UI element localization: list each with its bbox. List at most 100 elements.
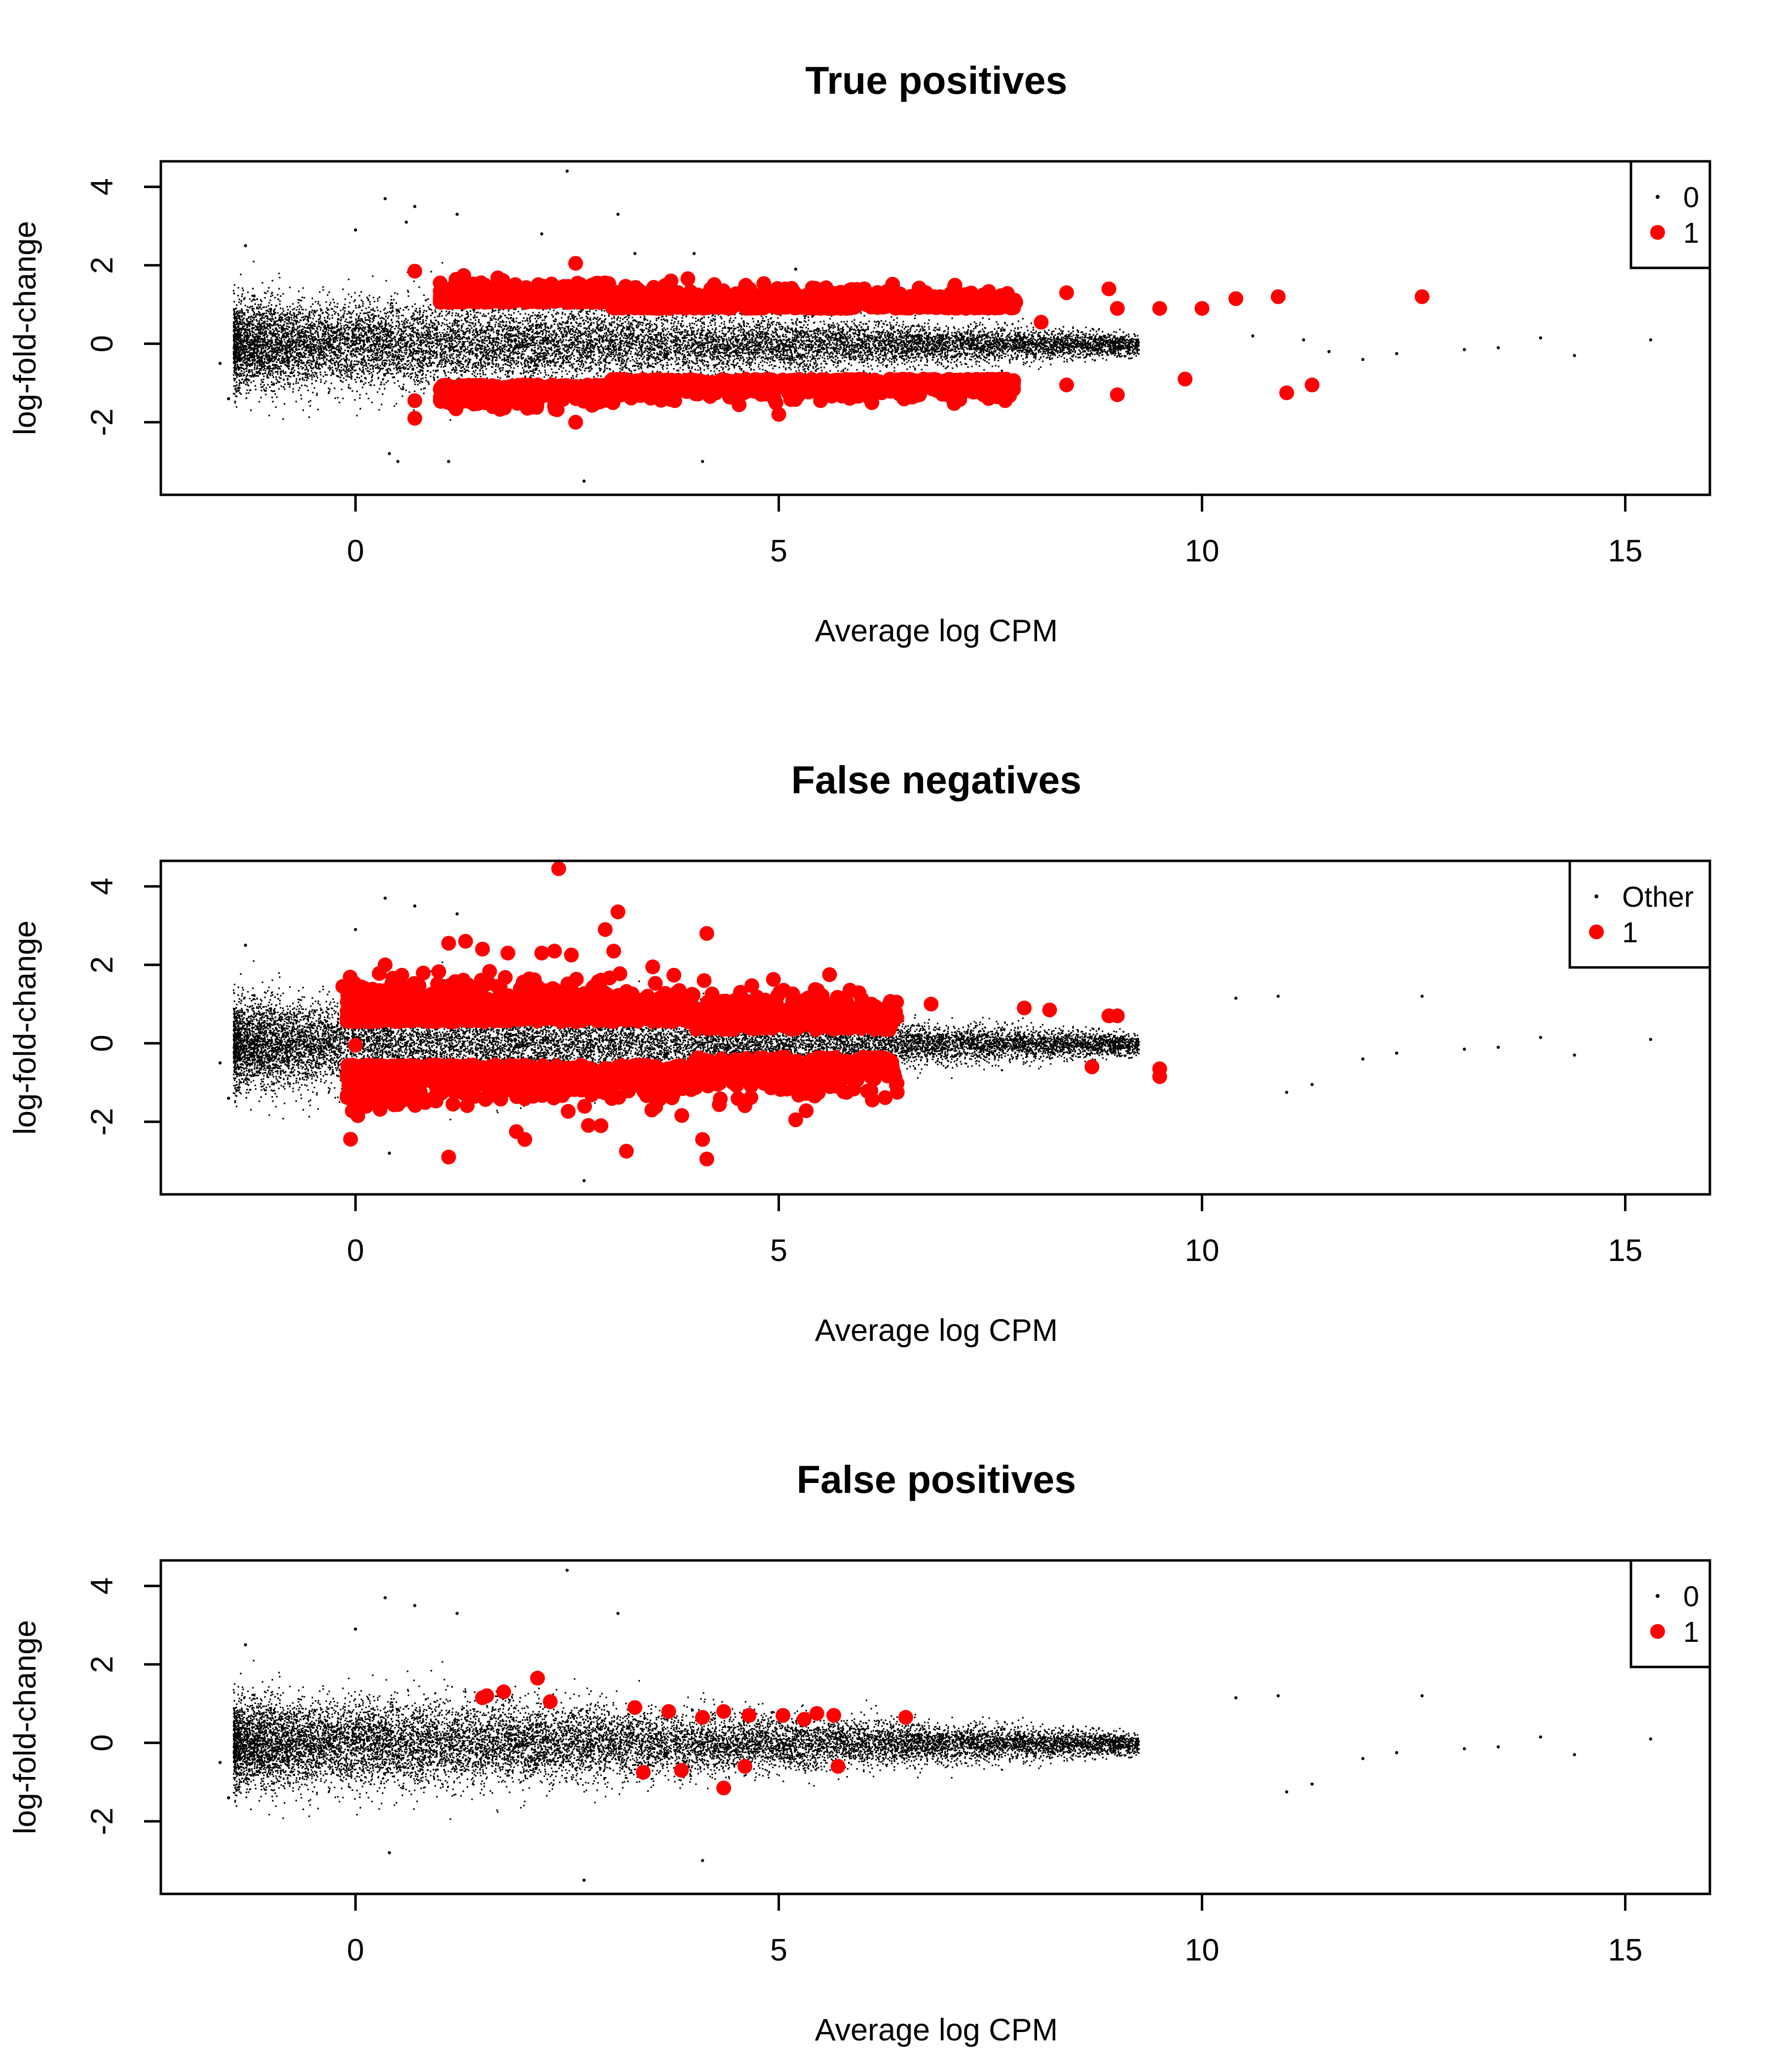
legend-label: 1 <box>1622 917 1638 949</box>
band-point <box>675 1081 690 1096</box>
highlight-point <box>433 275 448 291</box>
highlight-point <box>1110 1008 1125 1024</box>
band-point <box>912 387 927 403</box>
highlight-point <box>1059 377 1074 393</box>
band-point <box>513 1086 528 1102</box>
highlight-point <box>1152 301 1167 316</box>
highlight-point <box>1042 1002 1057 1018</box>
highlight-point <box>1110 387 1125 403</box>
highlight-point <box>1152 1069 1167 1084</box>
data-point <box>701 460 704 463</box>
data-point <box>383 1596 387 1599</box>
band-point <box>389 1012 405 1028</box>
highlight-point <box>568 256 583 271</box>
chart-title: False positives <box>797 1457 1076 1501</box>
highlight-point <box>741 1708 757 1723</box>
band-point <box>539 983 555 999</box>
band-point <box>674 1108 689 1123</box>
band-point <box>400 1003 415 1018</box>
band-point <box>839 994 854 1009</box>
data-point <box>1251 334 1255 338</box>
data-point <box>1539 1036 1542 1039</box>
band-point <box>732 1017 747 1032</box>
band-point <box>659 373 674 388</box>
data-point <box>413 904 416 908</box>
x-tick-label: 5 <box>770 1233 787 1268</box>
band-point <box>581 378 596 394</box>
data-point <box>227 397 230 401</box>
band-point <box>724 299 739 314</box>
band-point <box>581 1118 596 1133</box>
highlight-point <box>674 1763 689 1778</box>
band-point <box>365 982 380 997</box>
band-point <box>699 1007 714 1023</box>
data-point <box>1496 1745 1500 1748</box>
highlight-point <box>1110 301 1125 316</box>
background-point-cloud <box>232 1660 1140 1820</box>
band-point <box>957 291 972 306</box>
legend-box <box>1629 1559 1711 1668</box>
highlight-point <box>348 1037 363 1053</box>
band-point <box>620 1059 635 1074</box>
band-point <box>896 391 912 407</box>
band-point <box>516 998 531 1013</box>
band-point <box>443 291 458 306</box>
band-point <box>521 1076 537 1092</box>
band-point <box>833 287 848 302</box>
chart-title: False negatives <box>791 758 1081 802</box>
band-point <box>474 982 489 998</box>
highlight-point <box>606 943 621 959</box>
highlight-point <box>809 1706 824 1721</box>
band-point <box>933 296 948 311</box>
band-point <box>814 291 829 306</box>
band-point <box>952 392 967 407</box>
band-point <box>495 1011 510 1026</box>
band-point <box>858 1061 873 1076</box>
band-point <box>445 1097 461 1112</box>
band-point <box>942 371 957 387</box>
x-tick-label: 15 <box>1608 1233 1642 1268</box>
band-point <box>343 1132 358 1147</box>
background-points <box>232 260 1140 421</box>
band-point <box>385 970 401 986</box>
band-point <box>688 386 703 402</box>
band-point <box>367 1094 382 1109</box>
band-point <box>764 995 779 1010</box>
data-point <box>405 221 408 224</box>
series-1 <box>407 256 1430 430</box>
data-point <box>1420 1694 1424 1698</box>
band-point <box>744 978 759 993</box>
highlight-point <box>830 1759 846 1774</box>
data-point <box>1361 358 1365 361</box>
data-point <box>582 1179 586 1183</box>
band-point <box>622 1004 637 1020</box>
y-axis-label: log-fold-change <box>8 1620 42 1834</box>
band-point <box>870 285 885 300</box>
highlight-point <box>898 1710 913 1725</box>
band-point <box>547 399 562 414</box>
legend-marker <box>1656 1594 1660 1598</box>
band-point <box>703 282 718 297</box>
legend-label: 1 <box>1683 217 1699 249</box>
data-point <box>227 1796 230 1800</box>
data-point <box>1234 1696 1238 1700</box>
series-0 <box>218 1568 1653 1882</box>
band-point <box>549 1058 564 1073</box>
band-point <box>791 996 806 1011</box>
y-tick-label: 0 <box>85 335 119 352</box>
band-point <box>796 1015 812 1030</box>
band-point <box>605 395 621 410</box>
legend-marker <box>1650 1624 1665 1639</box>
band-point <box>860 1083 875 1099</box>
band-point <box>603 1065 619 1080</box>
band-point <box>690 1050 705 1066</box>
band-point <box>597 378 613 393</box>
data-point <box>413 1604 416 1607</box>
band-point <box>569 286 584 301</box>
band-point <box>645 959 661 974</box>
band-point <box>885 1059 900 1074</box>
data-point <box>565 169 569 173</box>
highlight-point <box>1279 385 1295 401</box>
